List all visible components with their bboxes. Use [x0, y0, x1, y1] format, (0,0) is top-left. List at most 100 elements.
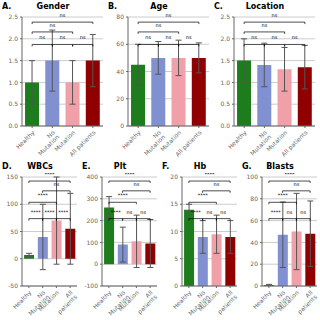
html-text:Mutation: Mutation: [248, 133, 273, 157]
svg-text:Mutation: Mutation: [186, 293, 211, 317]
svg-text:****: ****: [31, 209, 42, 215]
svg-text:0.0: 0.0: [8, 122, 18, 129]
svg-text:****: ****: [45, 209, 56, 215]
svg-text:1.0: 1.0: [8, 79, 18, 86]
svg-text:2.0: 2.0: [8, 35, 18, 42]
svg-text:All patients: All patients: [280, 129, 310, 159]
svg-text:40: 40: [116, 68, 124, 75]
svg-text:Mutation: Mutation: [26, 293, 51, 317]
svg-text:100: 100: [87, 239, 99, 246]
svg-text:Healthy: Healthy: [11, 288, 33, 311]
svg-text:ns: ns: [272, 34, 278, 40]
svg-text:20: 20: [250, 260, 258, 267]
svg-text:Allpatients: Allpatients: [212, 289, 239, 316]
svg-text:150: 150: [8, 173, 18, 180]
svg-text:ns: ns: [186, 34, 192, 40]
svg-text:****: ****: [271, 209, 282, 215]
svg-text:ns: ns: [60, 13, 66, 18]
svg-text:ns: ns: [213, 181, 219, 187]
svg-text:300: 300: [87, 195, 99, 202]
svg-text:ns: ns: [145, 34, 151, 40]
svg-text:100: 100: [8, 200, 18, 207]
svg-text:2.5: 2.5: [220, 13, 230, 20]
svg-text:2.5: 2.5: [8, 13, 18, 20]
svg-text:ns: ns: [300, 209, 306, 215]
svg-text:ns: ns: [293, 181, 299, 187]
svg-text:0: 0: [94, 260, 98, 267]
svg-text:200: 200: [87, 217, 99, 224]
svg-text:ns: ns: [166, 13, 172, 18]
svg-text:****: ****: [125, 173, 136, 177]
svg-text:Healthy: Healthy: [226, 128, 248, 150]
svg-text:0: 0: [14, 255, 18, 262]
svg-text:0.5: 0.5: [220, 100, 230, 107]
svg-text:1.5: 1.5: [8, 57, 18, 64]
svg-text:ns: ns: [166, 34, 172, 40]
svg-text:ns: ns: [155, 22, 161, 28]
svg-text:****: ****: [118, 192, 129, 198]
svg-text:0: 0: [254, 282, 258, 289]
svg-text:0.5: 0.5: [8, 100, 18, 107]
svg-text:0: 0: [120, 122, 124, 129]
svg-text:1.0: 1.0: [220, 79, 230, 86]
svg-text:Mutation: Mutation: [264, 128, 289, 153]
svg-text:Healthy: Healthy: [14, 128, 36, 150]
svg-text:****: ****: [45, 173, 56, 177]
svg-text:****: ****: [191, 209, 202, 215]
svg-text:2.0: 2.0: [220, 35, 230, 42]
svg-text:Mutation: Mutation: [158, 128, 183, 153]
svg-text:Allpatients: Allpatients: [132, 289, 159, 316]
svg-text:5: 5: [174, 255, 178, 262]
svg-text:Mutation: Mutation: [106, 293, 131, 317]
svg-text:****: ****: [205, 173, 216, 177]
svg-text:All patients: All patients: [68, 129, 98, 159]
svg-text:0: 0: [174, 282, 178, 289]
svg-text:50: 50: [10, 228, 18, 235]
svg-text:10: 10: [170, 228, 178, 235]
svg-text:1.5: 1.5: [220, 57, 230, 64]
svg-text:Mutation: Mutation: [52, 128, 77, 153]
svg-text:****: ****: [198, 192, 209, 198]
svg-text:ns: ns: [133, 181, 139, 187]
svg-text:ns: ns: [287, 209, 293, 215]
svg-text:ns: ns: [207, 209, 213, 215]
html-text:Mutation: Mutation: [142, 133, 167, 157]
svg-text:****: ****: [285, 173, 296, 177]
svg-text:60: 60: [116, 40, 124, 47]
svg-text:ns: ns: [49, 22, 55, 28]
svg-text:Healthy: Healthy: [120, 128, 142, 150]
svg-text:ns: ns: [261, 22, 267, 28]
svg-text:60: 60: [250, 217, 258, 224]
svg-text:****: ****: [111, 209, 122, 215]
svg-text:ns: ns: [220, 209, 226, 215]
svg-text:400: 400: [87, 173, 99, 180]
svg-text:40: 40: [250, 239, 258, 246]
svg-text:Mutation: Mutation: [266, 293, 291, 317]
svg-text:****: ****: [58, 209, 69, 215]
svg-text:-100: -100: [84, 282, 98, 289]
svg-text:****: ****: [38, 192, 49, 198]
svg-text:15: 15: [170, 200, 178, 207]
svg-text:ns: ns: [127, 209, 133, 215]
svg-text:100: 100: [247, 173, 259, 180]
svg-text:ns: ns: [80, 34, 86, 40]
svg-text:80: 80: [116, 13, 124, 20]
svg-text:Allpatients: Allpatients: [292, 289, 312, 316]
svg-text:0.0: 0.0: [220, 122, 230, 129]
svg-text:ns: ns: [60, 34, 66, 40]
svg-text:ns: ns: [39, 34, 45, 40]
svg-text:Allpatients: Allpatients: [52, 289, 79, 316]
svg-text:-50: -50: [8, 282, 18, 289]
svg-text:ns: ns: [272, 13, 278, 18]
svg-text:ns: ns: [53, 181, 59, 187]
svg-text:All patients: All patients: [174, 129, 204, 159]
svg-text:20: 20: [170, 173, 178, 180]
svg-text:ns: ns: [292, 34, 298, 40]
svg-text:ns: ns: [251, 34, 257, 40]
svg-text:80: 80: [250, 195, 258, 202]
svg-text:ns: ns: [140, 209, 146, 215]
svg-text:Healthy: Healthy: [91, 288, 113, 311]
html-text:Mutation: Mutation: [36, 133, 61, 157]
svg-text:****: ****: [278, 192, 289, 198]
svg-text:20: 20: [116, 95, 124, 102]
